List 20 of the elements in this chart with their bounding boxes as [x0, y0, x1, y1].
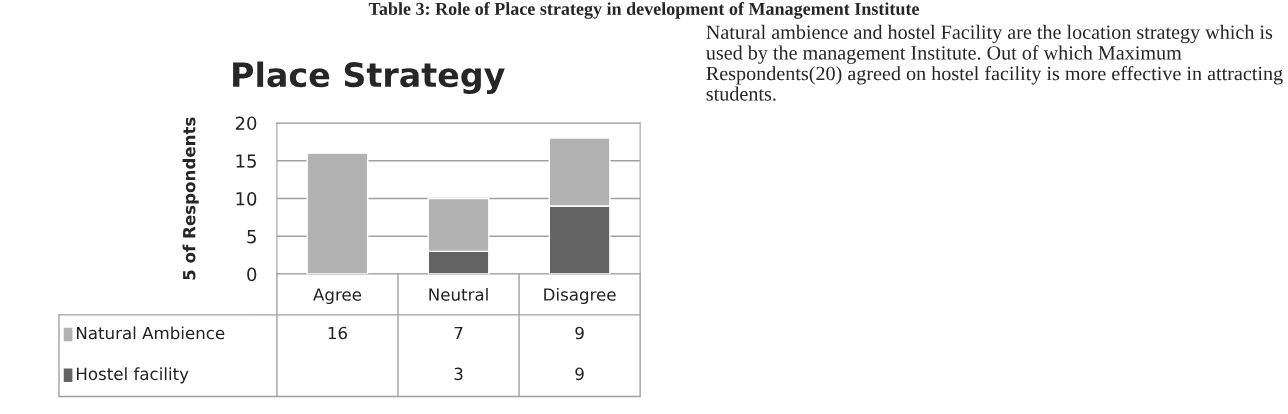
y-axis-title: 5 of Respondents [182, 117, 199, 280]
data-label: 9 [575, 326, 584, 340]
data-label: 9 [575, 367, 584, 381]
legend-label: Hostel facility [76, 367, 189, 384]
text: Natural ambience and hostel Facility are the location strategy which is used by the management Institute. Out of which Maximum Respondents(20) agreed on hostel facility is more effective in attracting students. [706, 24, 1283, 101]
legend-label: Natural Ambience [76, 326, 225, 340]
caption: Table 3: Role of Place strategy in development of Management Institute [368, 2, 920, 19]
x-tick-label: Agree [313, 288, 362, 305]
data-label: 7 [454, 326, 463, 340]
y-tick-label: 5 [247, 229, 256, 244]
bar [306, 152, 369, 275]
data-label: 16 [328, 326, 348, 340]
y-tick-label: 0 [247, 267, 257, 282]
y-tick-label: 20 [235, 116, 257, 131]
x-tick-label: Neutral [429, 287, 488, 301]
y-tick-label: 15 [236, 154, 256, 168]
x-tick-label: Disagree [544, 287, 616, 305]
y-tick-label: 10 [236, 191, 257, 206]
chart-title: Place Strategy [233, 61, 505, 95]
data-label: 3 [454, 367, 463, 381]
